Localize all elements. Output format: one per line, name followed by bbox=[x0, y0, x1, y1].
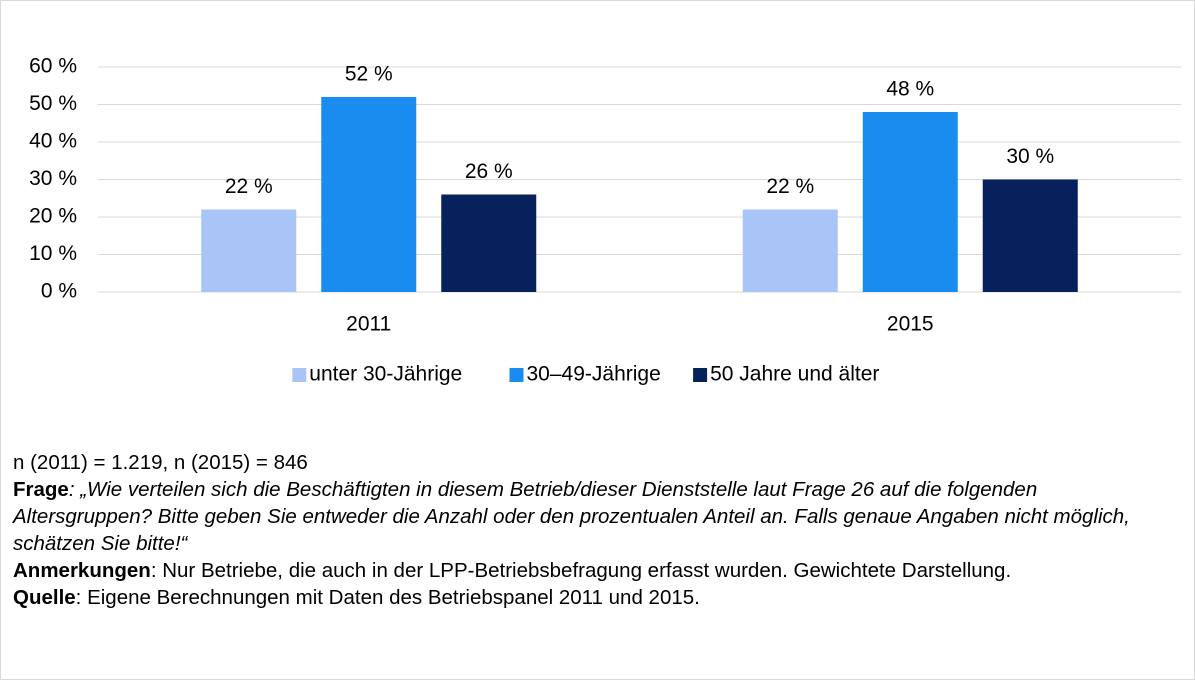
y-tick-label: 60 % bbox=[29, 55, 77, 78]
data-label: 22 % bbox=[766, 175, 814, 198]
bar bbox=[321, 97, 417, 292]
question-note: Frage: „Wie verteilen sich die Beschäfti… bbox=[13, 476, 1163, 557]
legend-swatch bbox=[693, 368, 708, 382]
x-tick-label: 2015 bbox=[887, 313, 934, 336]
bar bbox=[742, 209, 838, 292]
note-text: : „Wie verteilen sich die Beschäftigten … bbox=[13, 478, 1130, 555]
y-tick-label: 20 % bbox=[29, 205, 77, 228]
chart: 0 % 10 % 20 % 30 % 40 % 50 % 60 % 2011 22 % 52 % 2… bbox=[29, 55, 1181, 386]
y-tick-label: 0 % bbox=[41, 280, 77, 303]
y-tick-label: 30 % bbox=[29, 167, 77, 190]
data-label: 26 % bbox=[465, 160, 513, 183]
data-label: 52 % bbox=[345, 63, 393, 86]
remarks-note: Anmerkungen: Nur Betriebe, die auch in d… bbox=[13, 557, 1163, 584]
note-text: : Eigene Berechnungen mit Daten des Betr… bbox=[75, 586, 700, 609]
sample-note: n (2011) = 1.219, n (2015) = 846 bbox=[13, 451, 308, 474]
data-label: 30 % bbox=[1006, 145, 1054, 168]
note-text: : Nur Betriebe, die auch in der LPP-Betr… bbox=[150, 559, 1012, 582]
legend-label: 30–49-Jährige bbox=[527, 363, 661, 386]
data-label: 22 % bbox=[225, 175, 273, 198]
legend-swatch bbox=[292, 368, 307, 382]
note-label: Anmerkungen bbox=[13, 559, 151, 582]
legend-swatch bbox=[509, 368, 524, 382]
notes: n (2011) = 1.219, n (2015) = 846 Frage: … bbox=[13, 449, 1163, 611]
note-label: Quelle bbox=[13, 586, 76, 609]
legend-label: 50 Jahre und älter bbox=[710, 363, 879, 386]
y-tick-label: 10 % bbox=[29, 242, 77, 265]
x-tick-label: 2011 bbox=[346, 313, 391, 336]
legend-label: unter 30-Jährige bbox=[309, 363, 462, 386]
data-label: 48 % bbox=[886, 78, 934, 101]
bar bbox=[441, 194, 537, 292]
y-tick-label: 40 % bbox=[29, 130, 77, 153]
bar bbox=[862, 112, 958, 292]
y-tick-label: 50 % bbox=[29, 92, 77, 115]
bar bbox=[201, 209, 297, 292]
note-label: Frage bbox=[13, 478, 69, 501]
source-note: Quelle: Eigene Berechnungen mit Daten de… bbox=[13, 584, 1163, 611]
bar bbox=[982, 179, 1078, 292]
